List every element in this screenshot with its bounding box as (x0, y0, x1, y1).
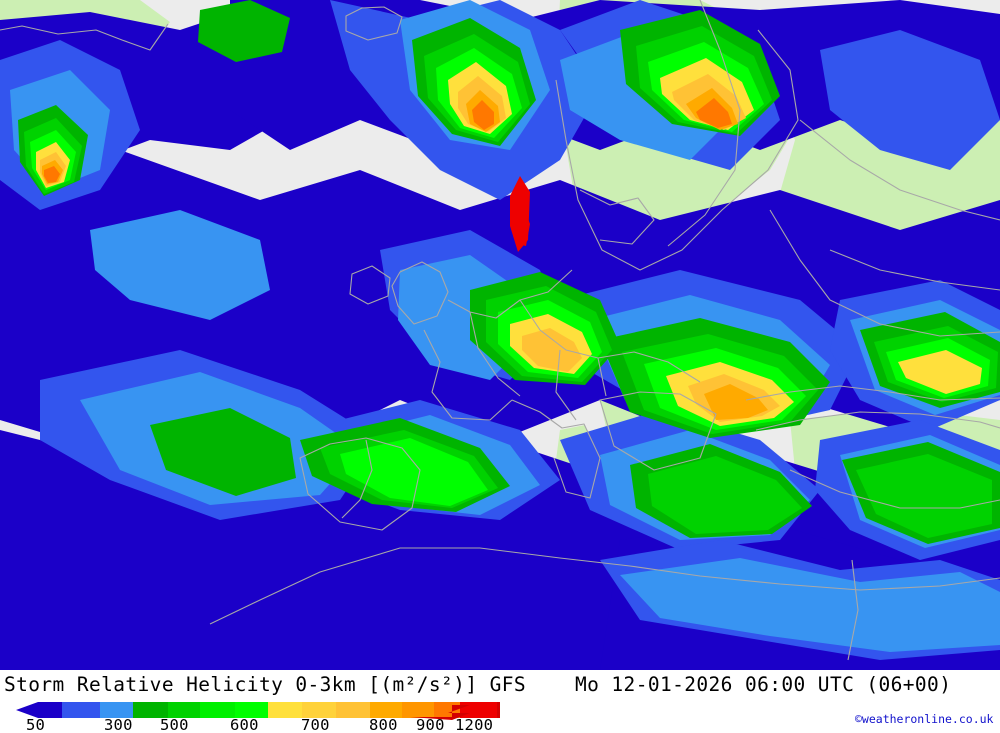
colorbar-tick-900: 900 (416, 716, 445, 733)
coastline-layer (0, 0, 1000, 661)
colorbar-tick-labels: 50 300 500 600 700 800 900 1200 (0, 716, 500, 733)
colorbar-bands (38, 702, 500, 718)
colorbar[interactable]: 50 300 500 600 700 800 900 1200 (0, 700, 500, 733)
colorbar-band-9 (336, 702, 370, 718)
colorbar-tick-700: 700 (301, 716, 330, 733)
colorbar-band-2 (100, 702, 133, 718)
helicity-level-850 (44, 98, 732, 183)
colorbar-band-10 (370, 702, 402, 718)
colorbar-tick-500: 500 (160, 716, 189, 733)
colorbar-band-11 (402, 702, 434, 718)
map-footer: Storm Relative Helicity 0-3km [(m²/s²)] … (0, 670, 1000, 733)
colorbar-tick-50: 50 (26, 716, 46, 733)
colorbar-band-1 (62, 702, 100, 718)
colorbar-tick-1200: 1200 (455, 716, 494, 733)
colorbar-tick-800: 800 (369, 716, 398, 733)
map-valid-time: Mo 12-01-2026 06:00 UTC (06+00) (575, 673, 952, 696)
colorbar-low-arrow (16, 702, 38, 718)
colorbar-tick-600: 600 (230, 716, 259, 733)
map-title: Storm Relative Helicity 0-3km [(m²/s²)] … (4, 673, 527, 696)
colorbar-band-13 (460, 702, 497, 718)
colorbar-band-6 (235, 702, 268, 718)
copyright-notice: ©weatheronline.co.uk (855, 712, 994, 726)
colorbar-band-4 (168, 702, 200, 718)
colorbar-band-8 (302, 702, 336, 718)
colorbar-band-7 (268, 702, 302, 718)
colorbar-gradient (16, 702, 500, 720)
colorbar-band-0 (38, 702, 62, 718)
weather-map-panel[interactable] (0, 0, 1000, 670)
helicity-level-900 (510, 176, 530, 252)
colorbar-band-5 (200, 702, 235, 718)
colorbar-band-3 (133, 702, 168, 718)
storm-relative-helicity-map[interactable] (0, 0, 1000, 670)
colorbar-band-14 (497, 702, 500, 718)
colorbar-high-arrow (410, 705, 470, 720)
colorbar-tick-300: 300 (104, 716, 133, 733)
